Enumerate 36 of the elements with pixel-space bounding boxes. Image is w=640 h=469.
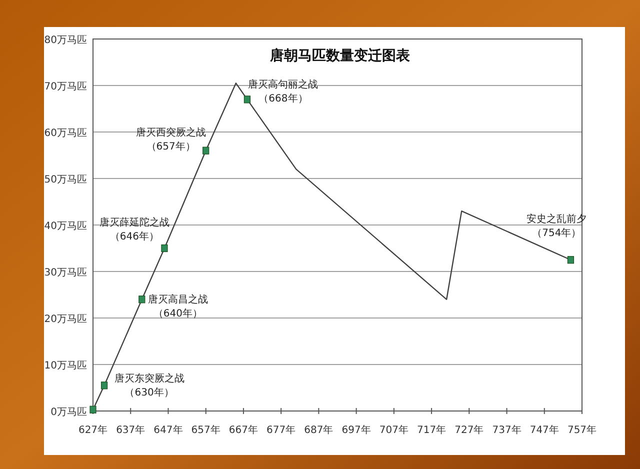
x-tick-label: 747年 [530, 424, 559, 436]
y-tick-label: 60万马匹 [44, 128, 87, 139]
point [138, 296, 146, 304]
x-tick-label: 757年 [567, 424, 597, 436]
point [202, 146, 210, 154]
annotation: 唐灭西突厥之战（657年） [136, 126, 206, 153]
y-tick-label: 70万马匹 [44, 82, 87, 92]
annotation: 唐灭高昌之战（640年） [148, 293, 208, 320]
annotation: 唐灭东突厥之战（630年） [114, 372, 184, 398]
annotation: 唐灭薛延陀之战（646年） [99, 216, 170, 242]
point [244, 96, 251, 104]
y-tick-label: 50万马匹 [44, 174, 87, 186]
x-tick-label: 637年 [116, 424, 146, 436]
x-tick-label: 647年 [154, 424, 183, 436]
y-tick-label: 30万马匹 [44, 268, 87, 278]
y-tick-label: 20万马匹 [44, 314, 87, 325]
x-tick-label: 697年 [342, 424, 371, 436]
x-tick-label: 677年 [266, 424, 296, 436]
y-tick-label: 80万马匹 [44, 35, 87, 46]
point [567, 256, 574, 264]
y-tick-label: 40万马匹 [44, 221, 87, 232]
text: 唐朝马匹数量变迁图表 [269, 47, 411, 64]
x-tick-label: 737年 [492, 424, 522, 436]
annotation: 唐灭高句丽之战（668年） [248, 78, 318, 104]
y-tick-label: 0万马匹 [50, 407, 87, 418]
point [90, 406, 96, 414]
y-tick-label: 10万马匹 [44, 360, 87, 372]
point [161, 244, 168, 252]
x-tick-label: 727年 [454, 424, 484, 436]
x-tick-label: 707年 [379, 424, 408, 436]
x-tick-label: 717年 [416, 424, 446, 436]
x-tick-label: 667年 [228, 424, 258, 436]
x-tick-label: 657年 [191, 424, 220, 436]
x-tick-label: 687年 [304, 424, 334, 436]
x-tick-label: 627年 [78, 424, 108, 436]
point [100, 382, 108, 390]
